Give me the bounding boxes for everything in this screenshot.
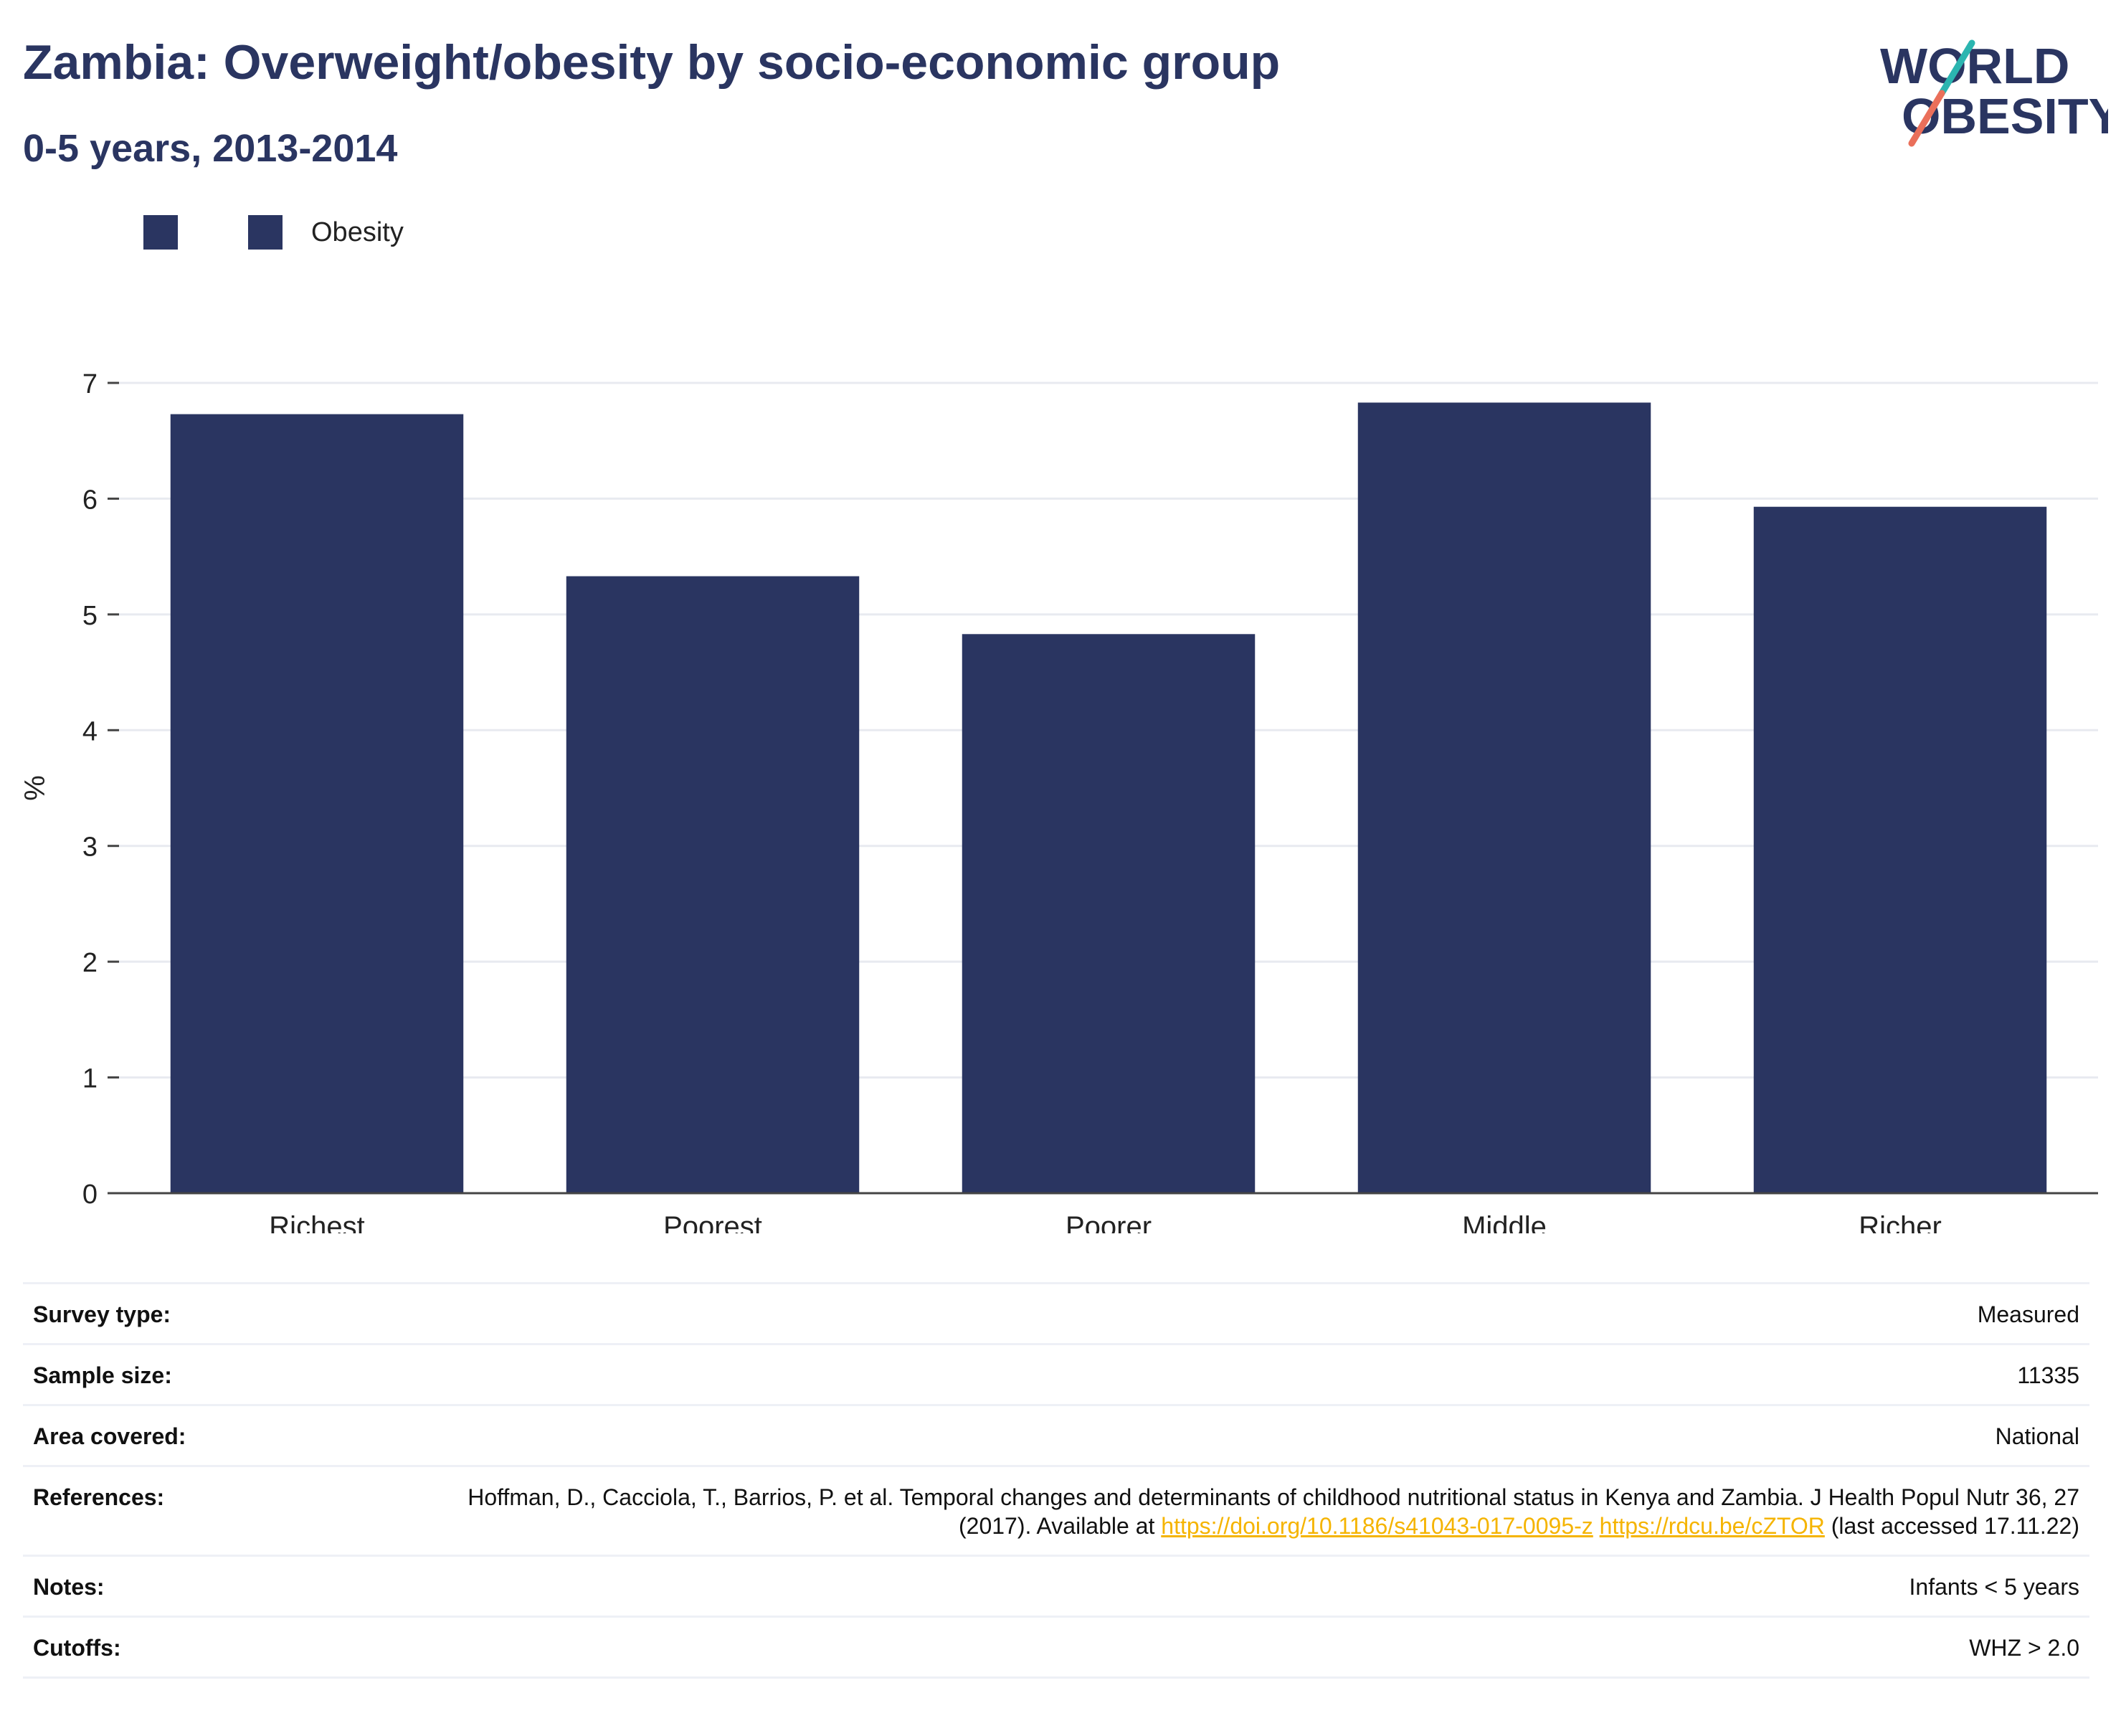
x-tick-label-poorer: Poorer bbox=[1066, 1211, 1152, 1233]
legend-swatch-obesity[interactable] bbox=[248, 215, 283, 250]
sample-size-label: Sample size: bbox=[23, 1343, 402, 1405]
chart-title: Zambia: Overweight/obesity by socio-econ… bbox=[23, 35, 1281, 90]
survey-info-table: Survey type: Measured Sample size: 11335… bbox=[23, 1282, 2089, 1679]
area-covered-label: Area covered: bbox=[23, 1404, 402, 1466]
info-row-references: References: Hoffman, D., Cacciola, T., B… bbox=[23, 1465, 2089, 1556]
references-label: References: bbox=[23, 1465, 402, 1556]
references-text: Hoffman, D., Cacciola, T., Barrios, P. e… bbox=[468, 1484, 2079, 1539]
logo-line-world: WORLD bbox=[1880, 38, 2069, 94]
y-tick-label: 5 bbox=[82, 601, 98, 631]
y-tick-label: 7 bbox=[82, 369, 98, 399]
bar-richest[interactable] bbox=[170, 414, 464, 1193]
x-tick-label-richest: Richest bbox=[269, 1211, 364, 1233]
info-row-survey-type: Survey type: Measured bbox=[23, 1282, 2089, 1344]
bar-middle[interactable] bbox=[1357, 402, 1651, 1193]
notes-value: Infants < 5 years bbox=[402, 1555, 2089, 1617]
bar-poorer[interactable] bbox=[962, 634, 1256, 1193]
logo-line-obesity: OBESITY bbox=[1902, 88, 2108, 144]
references-value: Hoffman, D., Cacciola, T., Barrios, P. e… bbox=[402, 1465, 2089, 1556]
bar-richer[interactable] bbox=[1753, 506, 2047, 1193]
survey-type-value: Measured bbox=[402, 1282, 2089, 1344]
y-tick-label: 0 bbox=[82, 1180, 98, 1210]
y-tick-label: 4 bbox=[82, 716, 98, 746]
area-covered-value: National bbox=[402, 1404, 2089, 1466]
survey-type-label: Survey type: bbox=[23, 1282, 402, 1344]
x-tick-label-middle: Middle bbox=[1462, 1211, 1547, 1233]
info-row-cutoffs: Cutoffs: WHZ > 2.0 bbox=[23, 1616, 2089, 1679]
x-tick-label-richer: Richer bbox=[1859, 1211, 1942, 1233]
x-tick-label-poorest: Poorest bbox=[663, 1211, 762, 1233]
references-accessed: (last accessed 17.11.22) bbox=[1824, 1513, 2079, 1539]
y-tick-label: 3 bbox=[82, 833, 98, 863]
world-obesity-logo: WORLD OBESITY bbox=[1880, 38, 2108, 147]
cutoffs-value: WHZ > 2.0 bbox=[402, 1616, 2089, 1679]
legend-label-obesity[interactable]: Obesity bbox=[311, 217, 404, 247]
logo-slash-teal bbox=[1938, 39, 1975, 97]
rdcu-link[interactable]: https://rdcu.be/cZTOR bbox=[1599, 1513, 1825, 1539]
doi-link[interactable]: https://doi.org/10.1186/s41043-017-0095-… bbox=[1161, 1513, 1593, 1539]
sample-size-value: 11335 bbox=[402, 1343, 2089, 1405]
axes: 0 1 2 3 4 5 6 7 Richest Poorest Poorer Middle Richer bbox=[82, 369, 2098, 1233]
y-tick-label: 2 bbox=[82, 948, 98, 978]
legend-swatch-unlabeled[interactable] bbox=[143, 215, 178, 250]
notes-label: Notes: bbox=[23, 1555, 402, 1617]
y-tick-label: 1 bbox=[82, 1064, 98, 1094]
bar-chart: 0 1 2 3 4 5 6 7 Richest Poorest Poorer Middle Richer… bbox=[19, 369, 2098, 1233]
y-axis-label: % bbox=[19, 775, 51, 801]
info-row-sample-size: Sample size: 11335 bbox=[23, 1343, 2089, 1405]
y-tick-label: 6 bbox=[82, 485, 98, 515]
chart-subtitle: 0-5 years, 2013-2014 bbox=[23, 127, 398, 170]
cutoffs-label: Cutoffs: bbox=[23, 1616, 402, 1679]
bars bbox=[170, 402, 2047, 1193]
logo-slash-coral bbox=[1908, 90, 1945, 147]
info-row-area-covered: Area covered: National bbox=[23, 1404, 2089, 1466]
bar-poorest[interactable] bbox=[566, 576, 860, 1193]
info-row-notes: Notes: Infants < 5 years bbox=[23, 1555, 2089, 1617]
